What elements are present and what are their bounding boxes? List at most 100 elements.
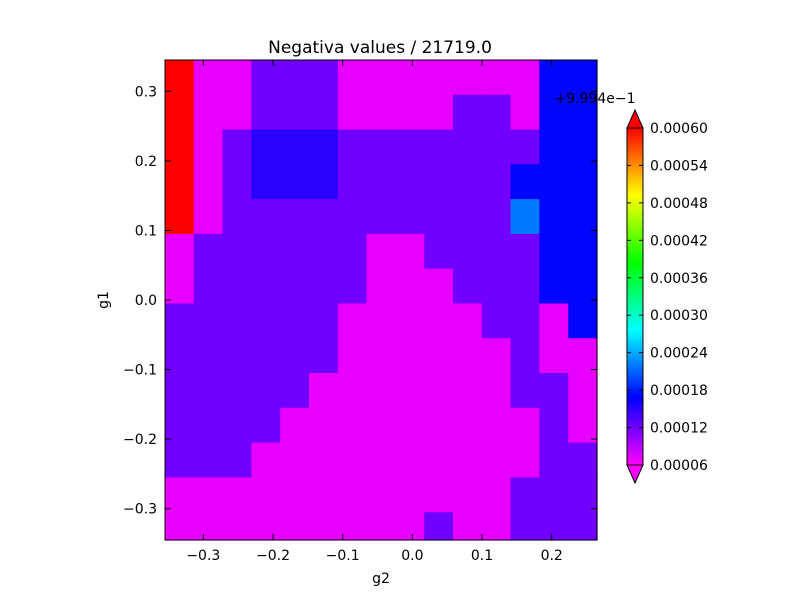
heatmap-cell bbox=[165, 199, 195, 235]
heatmap-cell bbox=[452, 477, 483, 513]
heatmap-cell bbox=[568, 373, 598, 409]
y-axis: 0.3 0.2 0.1 0.0 −0.1 −0.2 −0.3 bbox=[123, 84, 597, 518]
heatmap-cell bbox=[510, 129, 540, 165]
heatmap-cell bbox=[366, 164, 397, 200]
heatmap-cell bbox=[568, 338, 598, 374]
heatmap-cell bbox=[424, 477, 454, 513]
heatmap-cell bbox=[251, 199, 281, 235]
heatmap-cell bbox=[165, 407, 195, 444]
heatmap-cell bbox=[539, 477, 569, 513]
heatmap-cell bbox=[337, 338, 368, 374]
heatmap-cell bbox=[510, 94, 540, 131]
heatmap-cell bbox=[481, 338, 512, 374]
heatmap-cell bbox=[568, 129, 598, 165]
heatmap-cell bbox=[395, 338, 425, 374]
heatmap-cell bbox=[165, 60, 195, 96]
heatmap-cell bbox=[337, 233, 368, 270]
heatmap-cell bbox=[193, 94, 224, 131]
heatmap-cell bbox=[165, 233, 195, 270]
heatmap-cell bbox=[193, 477, 224, 513]
heatmap-cell bbox=[165, 338, 195, 374]
heatmap-cell bbox=[193, 303, 224, 339]
heatmap-cell bbox=[395, 373, 425, 409]
heatmap-cell bbox=[165, 512, 195, 541]
heatmap-cell bbox=[424, 303, 454, 339]
heatmap-cell bbox=[366, 407, 397, 444]
y-tick-label: −0.1 bbox=[123, 363, 157, 379]
heatmap-cell bbox=[309, 233, 339, 270]
heatmap-cell bbox=[510, 233, 540, 270]
heatmap-cell bbox=[309, 338, 339, 374]
colorbar-tick-label: 0.00006 bbox=[650, 458, 708, 474]
heatmap-cell bbox=[568, 233, 598, 270]
heatmap-cell bbox=[452, 338, 483, 374]
colorbar-tick-label: 0.00030 bbox=[650, 308, 708, 324]
heatmap-cell bbox=[424, 129, 454, 165]
heatmap-cell bbox=[395, 129, 425, 165]
heatmap-cell bbox=[337, 303, 368, 339]
heatmap-cell bbox=[193, 60, 224, 96]
heatmap-cell bbox=[481, 303, 512, 339]
heatmap-cell bbox=[366, 338, 397, 374]
heatmap-cell bbox=[251, 512, 281, 541]
heatmap-cell bbox=[165, 268, 195, 305]
heatmap-cell bbox=[424, 338, 454, 374]
heatmap-cell bbox=[366, 129, 397, 165]
heatmap-cell bbox=[251, 60, 281, 96]
heatmap-cell bbox=[337, 268, 368, 305]
heatmap-cell bbox=[222, 303, 252, 339]
heatmap-cell bbox=[568, 512, 598, 541]
heatmap-cell bbox=[395, 94, 425, 131]
chart-title: Negativa values / 21719.0 bbox=[268, 38, 492, 58]
y-axis-label: g1 bbox=[96, 291, 112, 309]
heatmap-cell bbox=[193, 268, 224, 305]
heatmap-cell bbox=[165, 164, 195, 200]
heatmap-cell bbox=[337, 407, 368, 444]
y-tick-label: −0.3 bbox=[123, 502, 157, 518]
heatmap-cell bbox=[366, 233, 397, 270]
x-tick-label: 0.0 bbox=[401, 548, 423, 564]
heatmap-cell bbox=[539, 338, 569, 374]
heatmap-cell bbox=[337, 129, 368, 165]
colorbar-frame bbox=[626, 127, 644, 466]
heatmap-cell bbox=[568, 477, 598, 513]
heatmap-cell bbox=[280, 442, 310, 478]
heatmap-cell bbox=[395, 199, 425, 235]
heatmap-cell bbox=[366, 94, 397, 131]
heatmap-cell bbox=[280, 94, 310, 131]
heatmap-cell bbox=[424, 233, 454, 270]
heatmap-cell bbox=[395, 233, 425, 270]
heatmap-cell bbox=[481, 199, 512, 235]
heatmap-cell bbox=[568, 94, 598, 131]
heatmap-cell bbox=[424, 373, 454, 409]
heatmap-cell bbox=[539, 199, 569, 235]
heatmap-cell bbox=[452, 129, 483, 165]
heatmap-cell bbox=[568, 303, 598, 339]
heatmap-cell bbox=[539, 94, 569, 131]
heatmap-cell bbox=[337, 94, 368, 131]
x-tick-label: 0.2 bbox=[541, 548, 563, 564]
heatmap-cell bbox=[222, 164, 252, 200]
heatmap-cell bbox=[309, 164, 339, 200]
heatmap-cell bbox=[510, 268, 540, 305]
heatmap-cell bbox=[193, 338, 224, 374]
heatmap-cell bbox=[424, 407, 454, 444]
heatmap-cell bbox=[481, 164, 512, 200]
heatmap-cell bbox=[424, 60, 454, 96]
heatmap-cell bbox=[539, 407, 569, 444]
heatmap-cell bbox=[309, 129, 339, 165]
colorbar-tick-label: 0.00042 bbox=[650, 233, 708, 249]
colorbar-tick-label: 0.00054 bbox=[650, 158, 708, 174]
heatmap-cell bbox=[481, 442, 512, 478]
heatmap-cell bbox=[309, 60, 339, 96]
heatmap-cell bbox=[193, 373, 224, 409]
heatmap-cell bbox=[452, 303, 483, 339]
heatmap-cell bbox=[193, 164, 224, 200]
heatmap-cell bbox=[251, 303, 281, 339]
heatmap-cell bbox=[337, 442, 368, 478]
heatmap-cell bbox=[193, 129, 224, 165]
heatmap-cell bbox=[193, 199, 224, 235]
heatmap-cell bbox=[568, 199, 598, 235]
heatmap-cell bbox=[452, 407, 483, 444]
